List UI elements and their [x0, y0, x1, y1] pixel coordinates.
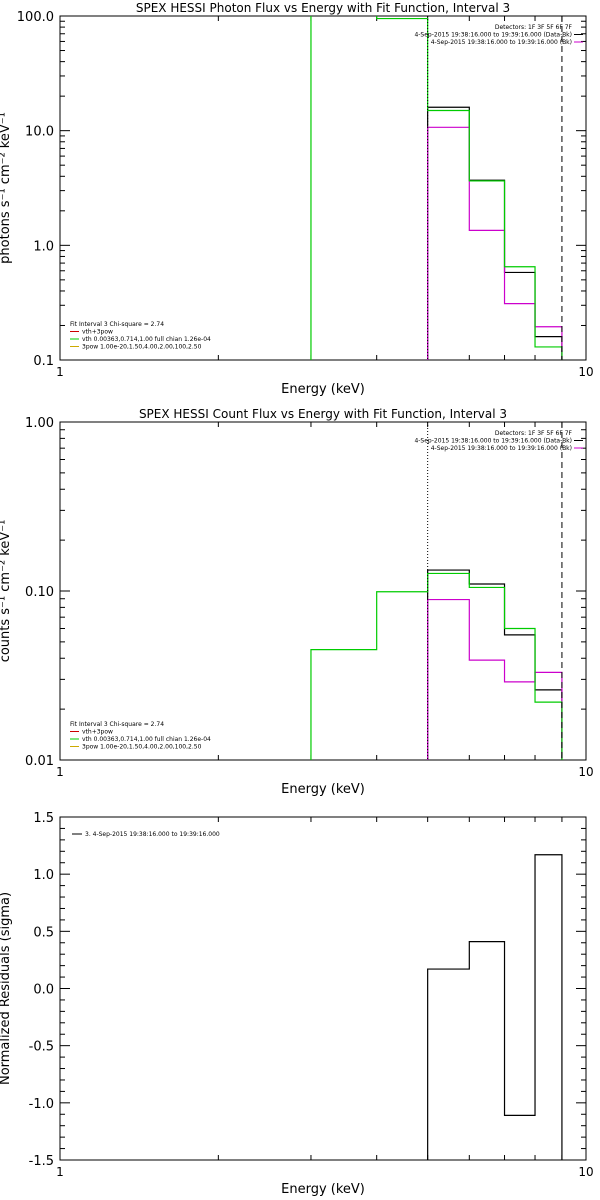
legend-entry: vth 0.00363,0.714,1.00 full chian 1.26e-… — [82, 736, 211, 743]
plot-area — [310, 422, 563, 760]
y-tick-label: 0.1 — [33, 354, 54, 369]
legend-entry: 3pow 1.00e-20,1.50,4.00,2.00,100,2.50 — [82, 344, 202, 351]
y-tick-label: -0.5 — [29, 1040, 54, 1055]
legend-entry: 4-Sep-2015 19:38:16.000 to 19:39:16.000 … — [414, 438, 572, 445]
x-axis-label: Energy (keV) — [281, 382, 365, 397]
photon-flux-panel: SPEX HESSI Photon Flux vs Energy with Fi… — [0, 1, 594, 397]
y-axis-label: photons s⁻¹ cm⁻² keV⁻¹ — [0, 112, 13, 264]
x-tick-label: 10 — [578, 1165, 593, 1179]
x-tick-label: 1 — [56, 365, 64, 379]
y-tick-label: 0.5 — [33, 925, 54, 940]
plot-frame — [59, 15, 587, 361]
y-tick-label: 0.01 — [25, 754, 54, 769]
x-tick-label: 10 — [578, 765, 593, 779]
legend-entry: 4-Sep-2015 19:38:16.000 to 19:39:16.000 … — [414, 32, 572, 39]
x-tick-label: 1 — [56, 765, 64, 779]
x-axis-label: Energy (keV) — [281, 782, 365, 797]
legend-entry: Detectors: 1F 3F 5F 6F 7F — [495, 430, 573, 437]
legend-entry: Detectors: 1F 3F 5F 6F 7F — [495, 24, 573, 31]
x-tick-label: 1 — [56, 1165, 64, 1179]
series-line — [310, 16, 563, 360]
plot-area — [310, 16, 563, 360]
residuals-panel: Energy (keV) Normalized Residuals (sigma)… — [0, 811, 594, 1197]
legend-entry: vth+3pow — [82, 729, 113, 736]
series-line — [427, 854, 563, 1160]
chart-title: SPEX HESSI Count Flux vs Energy with Fit… — [139, 407, 507, 421]
legend-entry: Fit Interval 3 Chi-square = 2.74 — [70, 721, 164, 728]
y-tick-label: 1.5 — [33, 811, 54, 826]
y-axis-label: Normalized Residuals (sigma) — [0, 892, 13, 1085]
y-tick-label: 0.0 — [33, 983, 54, 998]
series-line — [310, 572, 563, 760]
legend-entry: vth+3pow — [82, 329, 113, 336]
series-line — [427, 569, 563, 760]
plot-frame — [59, 816, 587, 1161]
count-flux-panel: SPEX HESSI Count Flux vs Energy with Fit… — [0, 407, 594, 797]
chart-title: SPEX HESSI Photon Flux vs Energy with Fi… — [136, 1, 510, 15]
x-tick-label: 10 — [578, 365, 593, 379]
legend-entry: 3. 4-Sep-2015 19:38:16.000 to 19:39:16.0… — [85, 831, 220, 838]
x-axis-label: Energy (keV) — [281, 1182, 365, 1197]
legend-entry: 4-Sep-2015 19:38:16.000 to 19:39:16.000 … — [431, 39, 572, 46]
y-tick-label: -1.5 — [29, 1154, 54, 1169]
y-tick-label: 100.0 — [17, 10, 54, 25]
series-line — [427, 106, 563, 360]
legend-entry: 3pow 1.00e-20,1.50,4.00,2.00,100,2.50 — [82, 744, 202, 751]
legend-entry: 4-Sep-2015 19:38:16.000 to 19:39:16.000 … — [431, 445, 572, 452]
plot-frame — [59, 421, 587, 761]
legend-entry: Fit Interval 3 Chi-square = 2.74 — [70, 321, 164, 328]
series-line — [427, 126, 563, 360]
y-axis-label: counts s⁻¹ cm⁻² keV⁻¹ — [0, 520, 13, 663]
y-tick-label: 1.0 — [33, 239, 54, 254]
series-line — [427, 598, 563, 760]
y-tick-label: -1.0 — [29, 1097, 54, 1112]
y-tick-label: 1.00 — [25, 416, 54, 431]
legend-entry: vth 0.00363,0.714,1.00 full chian 1.26e-… — [82, 336, 211, 343]
plot-area — [427, 854, 563, 1160]
y-tick-label: 1.0 — [33, 868, 54, 883]
y-tick-label: 0.10 — [25, 585, 54, 600]
y-tick-label: 10.0 — [25, 125, 54, 140]
